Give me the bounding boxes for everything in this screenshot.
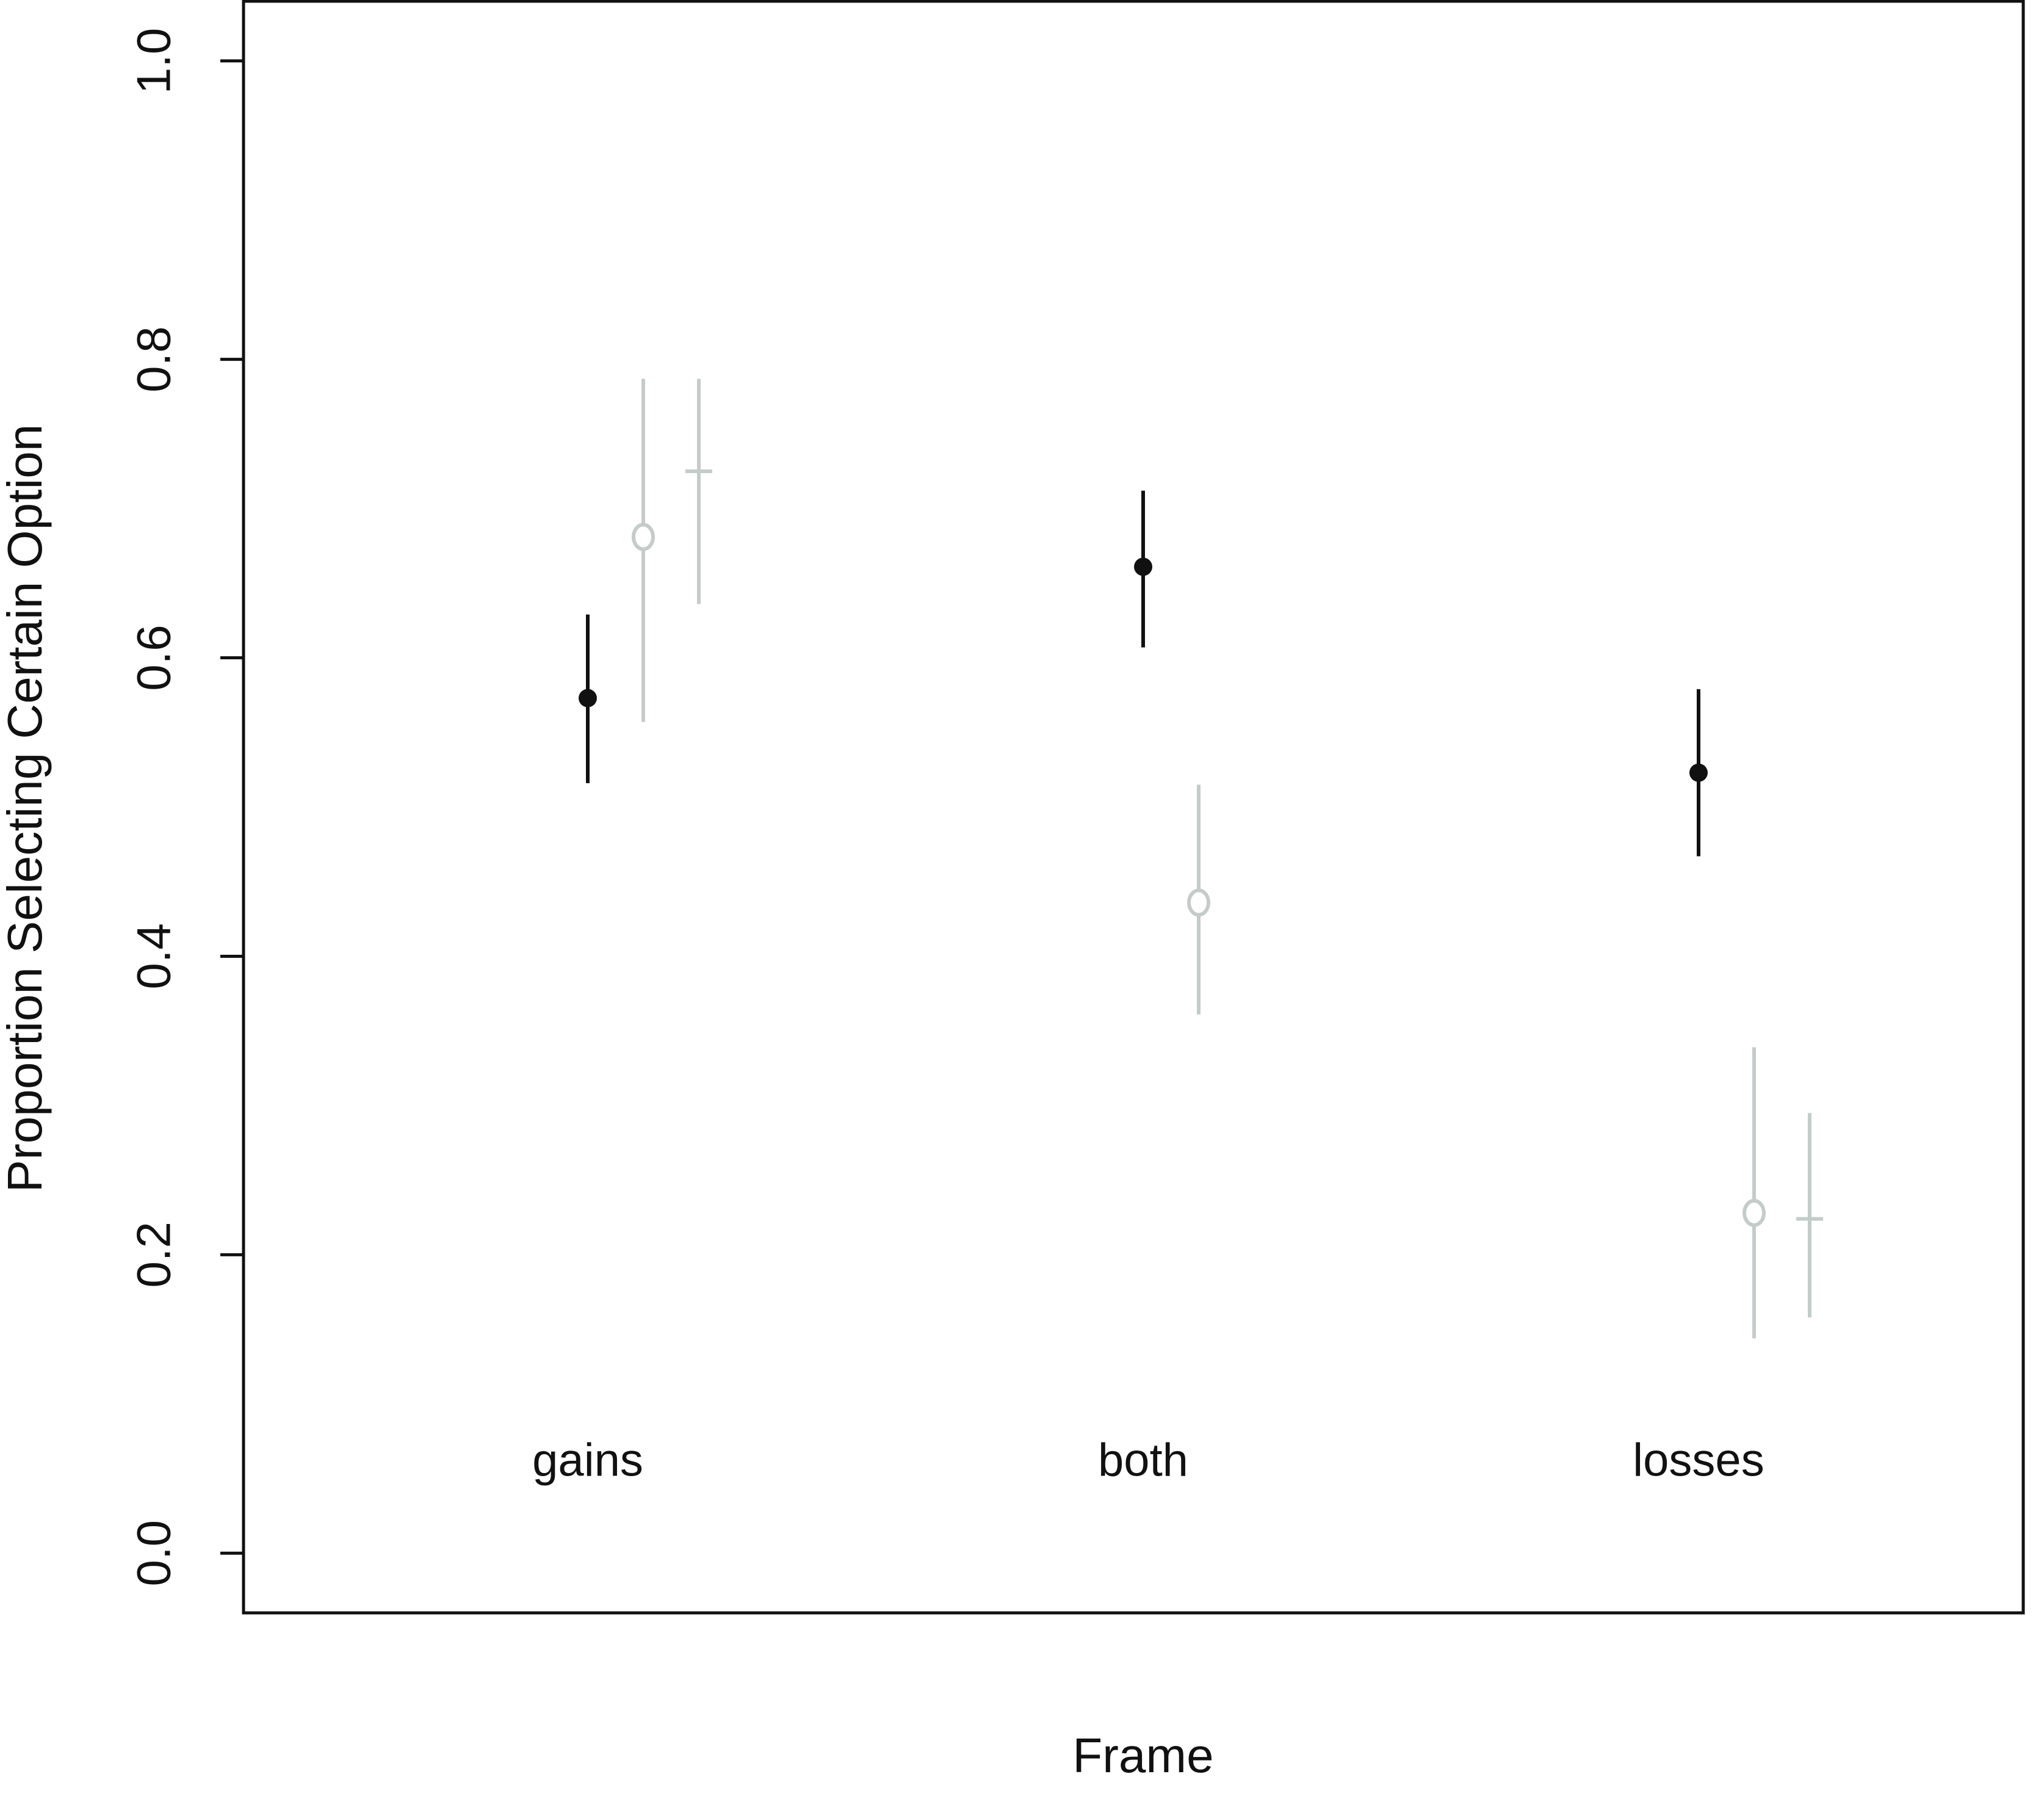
y-tick-label: 0.6	[127, 625, 181, 690]
point	[1742, 1198, 1766, 1227]
category-label: losses	[1633, 1435, 1764, 1486]
category-label: gains	[532, 1435, 643, 1486]
x-axis-title: Frame	[1072, 1728, 1213, 1783]
category-label: both	[1098, 1435, 1188, 1486]
point	[1187, 888, 1210, 917]
point	[1796, 1206, 1823, 1231]
point	[1689, 763, 1708, 782]
point	[1134, 557, 1152, 576]
y-tick-label: 1.0	[127, 28, 181, 94]
y-tick-label: 0.2	[127, 1222, 181, 1287]
y-tick-label: 0.4	[127, 923, 181, 989]
point	[632, 523, 655, 551]
y-tick-label: 0.8	[127, 326, 181, 392]
point	[579, 689, 597, 708]
point	[685, 459, 712, 483]
y-axis-title: Proportion Selecting Certain Option	[0, 424, 52, 1192]
plot-frame	[242, 0, 2025, 1615]
y-tick-label: 0.0	[127, 1520, 181, 1586]
